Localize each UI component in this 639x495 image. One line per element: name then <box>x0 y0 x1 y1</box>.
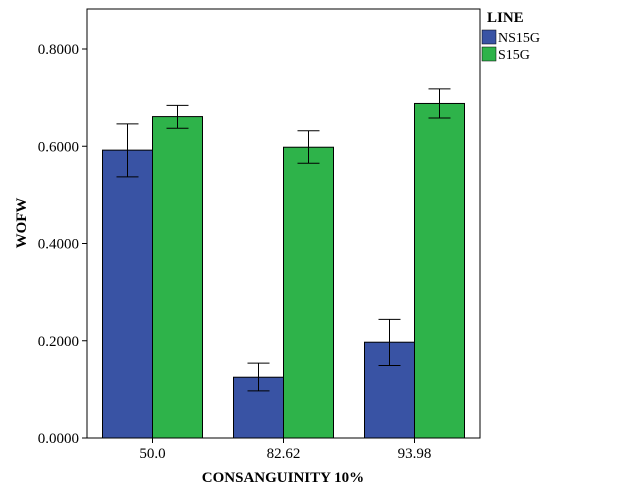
y-tick-label: 0.2000 <box>38 334 79 350</box>
bar-s15g-3 <box>414 102 465 439</box>
legend-swatch-ns15g <box>481 29 497 45</box>
x-tick-label: 82.62 <box>267 446 301 462</box>
legend-label-ns15g: NS15G <box>498 31 540 46</box>
error-bars <box>116 88 451 392</box>
y-tick-label: 0.4000 <box>38 237 79 253</box>
x-axis: 50.0 82.62 93.98 <box>139 438 431 462</box>
bar-s15g-2 <box>283 146 334 439</box>
legend-swatch-s15g <box>481 46 497 62</box>
x-axis-title: CONSANGUINITY 10% <box>202 470 364 486</box>
legend-label-s15g: S15G <box>498 48 530 63</box>
bar-s15g-1 <box>152 116 203 439</box>
y-axis-title: WOFW <box>14 198 30 249</box>
x-tick-label: 50.0 <box>139 446 165 462</box>
bar-ns15g-1 <box>102 149 153 439</box>
y-tick-label: 0.8000 <box>38 42 79 58</box>
y-tick-label: 0.6000 <box>38 139 79 155</box>
bars <box>102 102 465 439</box>
y-tick-label: 0.0000 <box>38 431 79 447</box>
x-tick-label: 93.98 <box>398 446 432 462</box>
legend-title: LINE <box>487 10 524 26</box>
legend: LINE NS15G S15G <box>481 10 540 63</box>
y-axis: 0.0000 0.2000 0.4000 0.6000 0.8000 <box>38 42 87 447</box>
